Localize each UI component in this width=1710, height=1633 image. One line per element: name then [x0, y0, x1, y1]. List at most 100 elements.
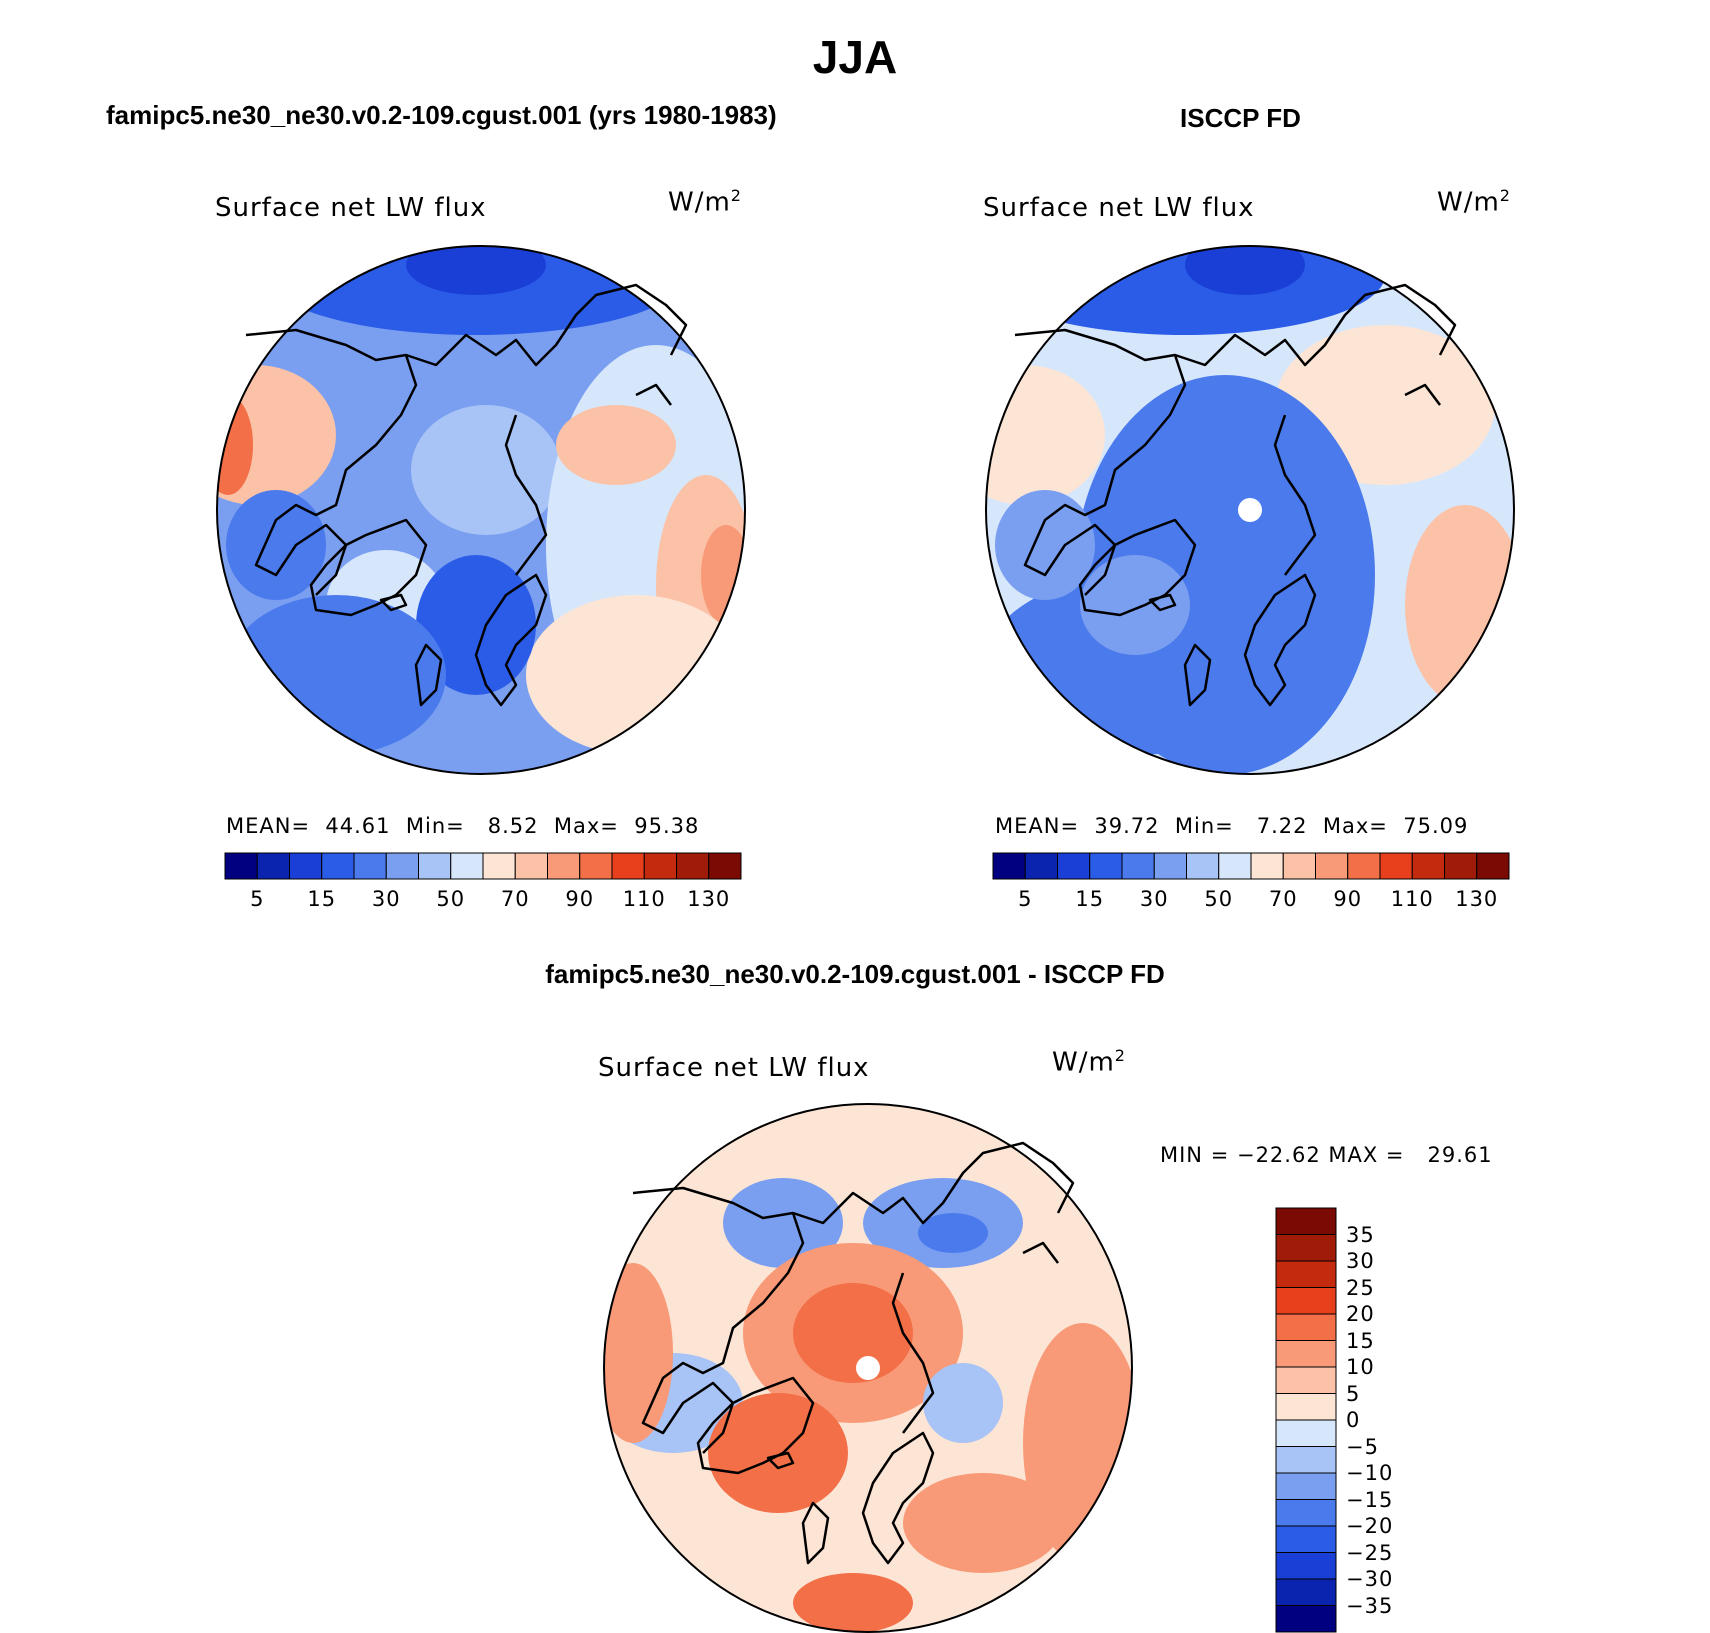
obs-field-canada [995, 490, 1095, 600]
model-colorbar-swatch [708, 852, 742, 880]
model-coast-scandinavia [474, 573, 548, 707]
model-units: W/m2 [668, 186, 742, 218]
obs-colorbar-swatch [1444, 852, 1478, 880]
model-colorbar-swatch [676, 852, 710, 880]
obs-missing-pole [1238, 498, 1262, 522]
diff-field-negative-1 [723, 1178, 843, 1268]
diff-colorbar-tick-label: −5 [1346, 1434, 1379, 1459]
obs-field-north-min [1185, 246, 1305, 295]
model-colorbar-tick-label: 15 [307, 887, 337, 911]
obs-colorbar-tick-label: 15 [1075, 887, 1105, 911]
diff-field-negative-east [923, 1363, 1003, 1443]
diff-colorbar-swatch [1275, 1207, 1337, 1235]
model-stats: MEAN= 44.61 Min= 8.52 Max= 95.38 [226, 814, 700, 838]
diff-colorbar-tick-label: 35 [1346, 1222, 1375, 1247]
diff-colorbar-swatch [1275, 1472, 1337, 1500]
diff-colorbar [1275, 1207, 1337, 1633]
model-colorbar-swatch [579, 852, 613, 880]
diff-colorbar-swatch [1275, 1287, 1337, 1315]
diff-colorbar-tick-label: 15 [1346, 1328, 1375, 1353]
main-title: JJA [812, 31, 898, 83]
model-colorbar-swatch [385, 852, 419, 880]
diff-colorbar-ticks: 35 30 25 20 15 10 5 0 −5 −10 −15 −20 −25 −30 −35 [1346, 1208, 1426, 1632]
obs-colorbar-swatch [1121, 852, 1155, 880]
obs-colorbar-tick-label: 5 [1018, 887, 1033, 911]
diff-field-positive-pole-core [793, 1283, 913, 1383]
obs-coast-eurasia [1174, 283, 1457, 367]
model-colorbar-swatch [482, 852, 516, 880]
obs-coast-iceland [1148, 593, 1177, 612]
diff-missing-pole [856, 1356, 880, 1380]
diff-field-south-positive [793, 1573, 913, 1632]
model-field-north-min [406, 246, 546, 295]
diff-colorbar-tick-label: −10 [1346, 1461, 1394, 1485]
model-field-pole [411, 405, 561, 535]
model-colorbar-tick-label: 70 [500, 887, 530, 911]
diff-coast-north-america [632, 1186, 805, 1454]
model-colorbar-swatch [611, 852, 645, 880]
obs-colorbar-swatch [992, 852, 1026, 880]
model-polar-map [216, 245, 746, 775]
model-colorbar-tick-label: 130 [687, 887, 731, 911]
model-colorbar-swatch [450, 852, 484, 880]
model-coast-alaska [635, 383, 672, 406]
model-colorbar-tick-label: 5 [250, 887, 265, 911]
diff-colorbar-tick-label: −35 [1346, 1593, 1394, 1618]
diff-coast-greenland [696, 1376, 815, 1475]
diff-coast-alaska [1022, 1241, 1059, 1264]
diff-colorbar-swatch [1275, 1419, 1337, 1447]
model-colorbar-swatch [256, 852, 290, 880]
diff-colorbar-swatch [1275, 1393, 1337, 1421]
diff-coast-scandinavia [861, 1431, 935, 1565]
model-colorbar-tick-label: 30 [371, 887, 401, 911]
model-colorbar-swatch [224, 852, 258, 880]
model-coast-north-america [245, 328, 418, 596]
obs-units: W/m2 [1437, 186, 1511, 218]
model-panel-title: famipc5.ne30_ne30.v0.2-109.cgust.001 (yr… [106, 100, 777, 130]
obs-field-pole-ring [1185, 405, 1285, 485]
obs-coast-uk [1183, 643, 1212, 707]
model-field-atlantic-low [416, 555, 536, 695]
diff-field-southeast-positive [903, 1473, 1063, 1573]
diff-stats: MIN = −22.62 MAX = 29.61 [1160, 1143, 1493, 1167]
obs-colorbar-swatch [1057, 852, 1091, 880]
model-field-southeast [526, 595, 745, 755]
obs-coast-greenland [1078, 518, 1197, 617]
model-colorbar-swatch [321, 852, 355, 880]
obs-colorbar-tick-label: 110 [1390, 887, 1434, 911]
diff-field-greenland-positive [708, 1393, 848, 1513]
obs-polar-map [985, 245, 1515, 775]
obs-variable-label: Surface net LW flux [983, 193, 1255, 223]
diff-colorbar-swatch [1275, 1260, 1337, 1288]
obs-colorbar-tick-label: 90 [1333, 887, 1363, 911]
model-coast-greenland [309, 518, 428, 617]
model-field-canada [226, 490, 326, 600]
model-colorbar-ticks: 5 15 30 50 70 90 110 130 [225, 887, 741, 917]
obs-colorbar-swatch [1218, 852, 1252, 880]
diff-units: W/m2 [1052, 1046, 1126, 1078]
obs-colorbar-tick-label: 70 [1268, 887, 1298, 911]
model-field-west-hot [217, 395, 253, 495]
diff-colorbar-tick-label: −25 [1346, 1540, 1394, 1565]
model-variable-label: Surface net LW flux [215, 193, 487, 223]
obs-colorbar-swatch [1089, 852, 1123, 880]
model-colorbar-tick-label: 90 [565, 887, 595, 911]
diff-coast-iceland [766, 1451, 795, 1470]
model-coast-iceland [379, 593, 408, 612]
obs-coast-alaska [1404, 383, 1441, 406]
diff-colorbar-tick-label: −30 [1346, 1567, 1394, 1591]
diff-colorbar-swatch [1275, 1366, 1337, 1394]
model-map-border [216, 245, 746, 775]
diff-coast-eurasia [792, 1141, 1075, 1225]
diff-colorbar-tick-label: 5 [1346, 1381, 1361, 1406]
diff-colorbar-swatch [1275, 1552, 1337, 1580]
obs-colorbar-swatch [1250, 852, 1284, 880]
diff-colorbar-swatch [1275, 1605, 1337, 1633]
obs-coast-north-america [1014, 328, 1187, 596]
diff-colorbar-swatch [1275, 1525, 1337, 1553]
obs-colorbar-swatch [1153, 852, 1187, 880]
model-colorbar [224, 852, 742, 880]
obs-colorbar-swatch [1186, 852, 1220, 880]
obs-field-west-warm [986, 365, 1105, 505]
obs-colorbar-swatch [1379, 852, 1413, 880]
